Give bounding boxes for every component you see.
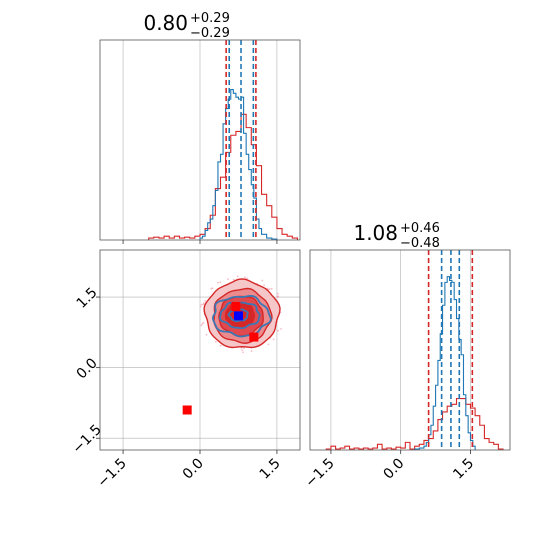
scatter-blue-contour-1 [219,301,261,329]
scatter-sample-dot [202,303,205,306]
hist_param1-series-red-hist [148,113,298,240]
hist_param2-tick-label-x-2: 1.5 [450,456,477,483]
hist_param1-series-blue-hist [199,88,278,240]
scatter-sample-dot [205,333,208,336]
hist_param2-title-plus: +0.46 [400,221,440,236]
hist_param2-title-value: 1.08 [353,221,398,245]
scatter-sample-dot [232,278,235,281]
scatter-tick-label-x-0: −1.5 [95,456,130,491]
scatter-sample-dot [214,340,217,343]
scatter-sample-dot [240,347,243,349]
scatter-sample-dot [276,296,279,299]
scatter-marker-marker_red-3 [182,405,192,415]
scatter-marker-marker_blue-0 [233,311,243,321]
scatter-sample-dot [270,287,273,290]
scatter-sample-dot [261,279,264,282]
scatter-sample-dot [241,349,244,352]
hist_param2-tick-label-x-1: 0.0 [380,456,407,483]
scatter-tick-label-y-2: 1.5 [74,285,101,312]
scatter-blue-contour-2 [227,307,249,323]
scatter-sample-dot [246,277,248,280]
scatter-plot-area [100,250,300,450]
scatter-sample-dot [280,327,282,330]
hist_param1-title-minus: −0.29 [190,26,230,41]
hist_param1-title-value: 0.80 [143,11,188,35]
hist_param2-series-red-hist [325,398,504,450]
scatter-sample-dot [250,350,253,353]
scatter-tick-label-y-1: 0.0 [74,355,101,382]
scatter-sample-dot [267,343,270,346]
scatter-sample-dot [272,338,275,341]
hist_param2-tick-label-x-0: −1.5 [302,456,337,491]
scatter-sample-dot [242,351,244,354]
scatter-tick-label-y-0: −1.5 [69,422,104,457]
scatter-sample-dot [201,322,204,325]
scatter-sample-dot [219,344,222,347]
scatter-sample-dot [263,284,265,287]
scatter-tick-label-x-1: 0.0 [180,456,207,483]
scatter-sample-dot [219,281,222,284]
scatter-sample-dot [211,287,214,290]
hist_param2-series-blue-hist [414,276,476,450]
scatter-marker-marker_red-1 [249,332,259,342]
scatter-sample-dot [244,276,246,279]
scatter-tick-label-x-2: 1.5 [257,456,284,483]
scatter-sample-dot [277,329,279,332]
scatter-marker-marker_red-2 [231,301,241,311]
scatter-sample-dot [276,292,279,295]
scatter-sample-dot [227,278,229,281]
scatter-sample-dot [199,305,202,308]
hist_param2-frame [309,249,511,451]
scatter-sample-dot [202,302,205,304]
hist_param2-title-minus: −0.48 [400,236,440,251]
scatter-sample-dot [217,281,219,284]
scatter-sample-dot [200,303,203,306]
hist_param1-title-plus: +0.29 [190,11,230,26]
scatter-sample-dot [243,347,245,349]
scatter-sample-dot [204,299,207,302]
scatter-sample-dot [200,324,203,327]
scatter-sample-dot [236,275,239,278]
